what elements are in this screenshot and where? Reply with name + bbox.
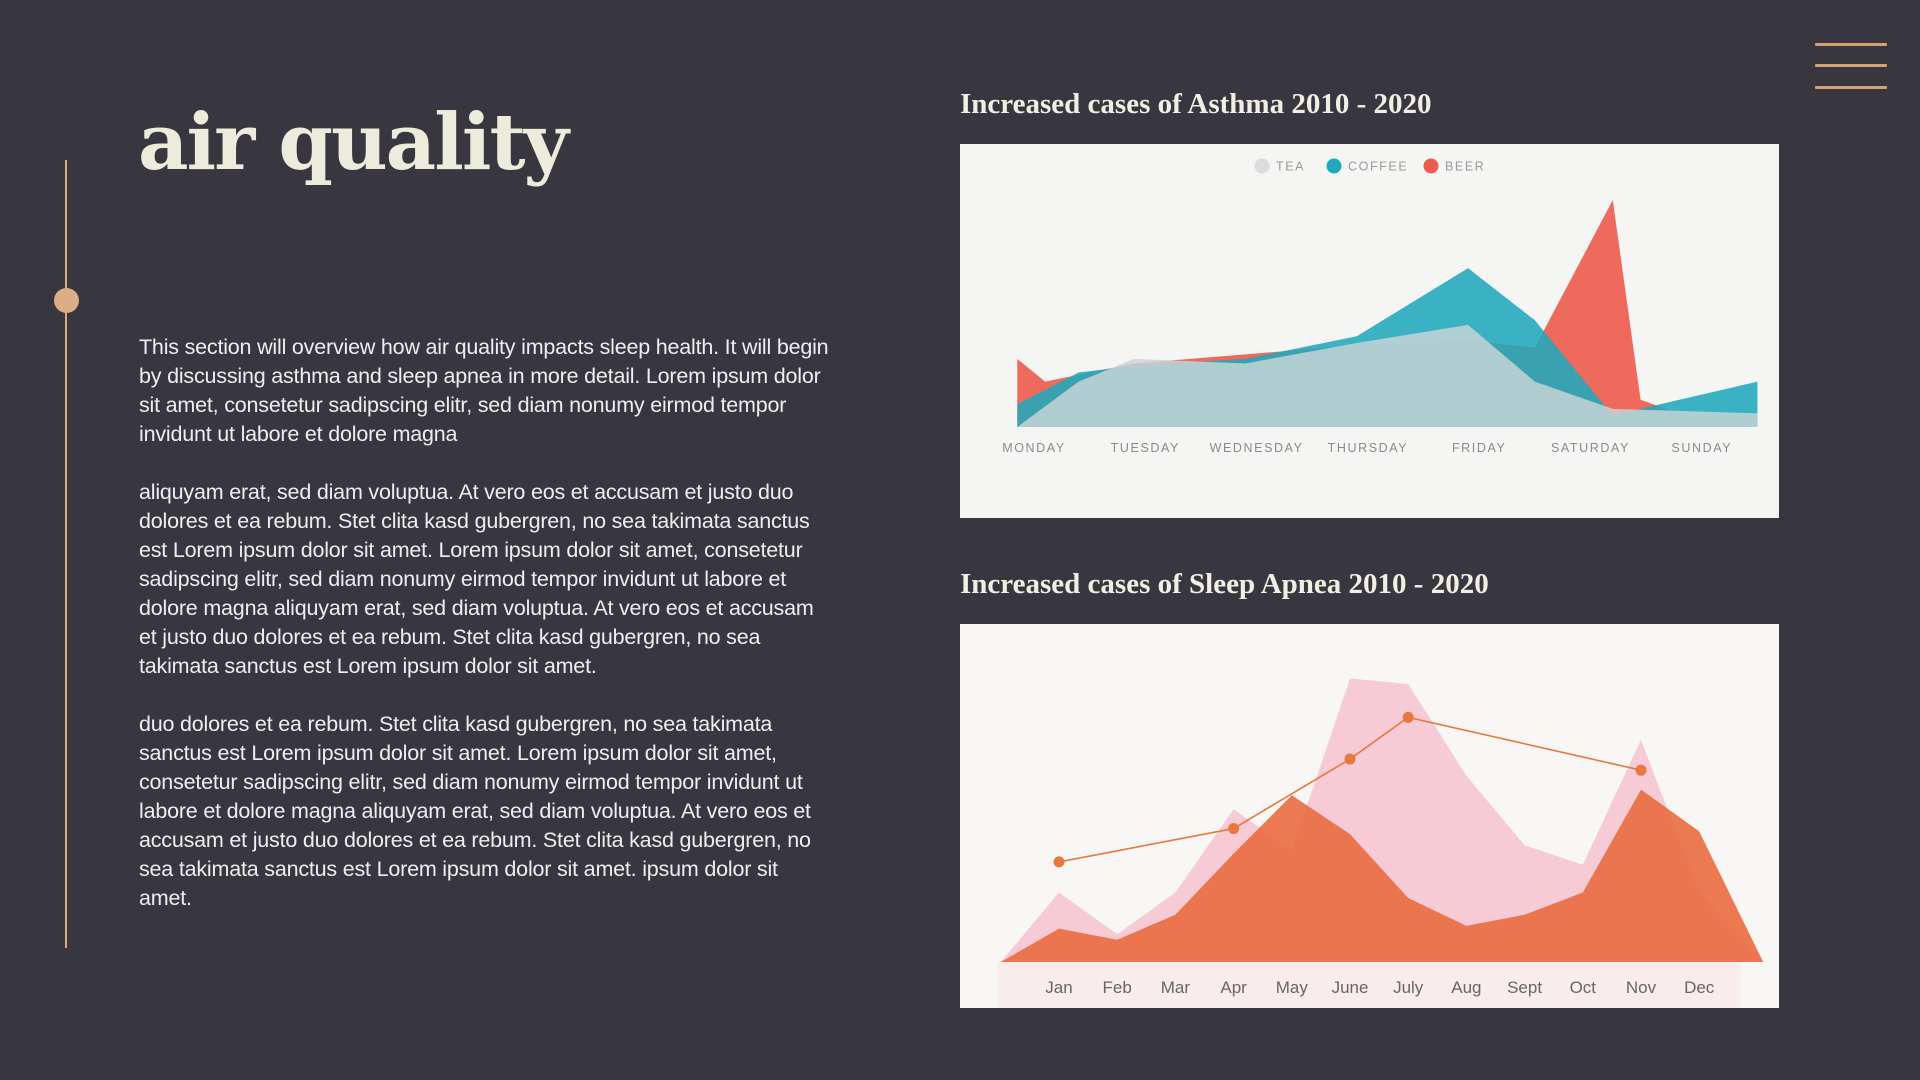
x-axis-band (997, 962, 1741, 1008)
x-tick-label: May (1276, 978, 1309, 997)
legend-label-coffee: COFFEE (1348, 160, 1408, 174)
legend-marker-beer (1423, 158, 1439, 174)
page-title: air quality (138, 97, 569, 188)
legend-marker-coffee (1326, 158, 1342, 174)
x-tick-label: Nov (1626, 978, 1657, 997)
trend-point (1402, 711, 1414, 723)
series-area (1000, 789, 1764, 962)
x-tick-label: SATURDAY (1551, 441, 1630, 455)
paragraph-3: duo dolores et ea rebum. Stet clita kasd… (139, 712, 811, 910)
legend-label-beer: BEER (1445, 160, 1485, 174)
x-tick-label: FRIDAY (1452, 441, 1507, 455)
menu-bar (1815, 64, 1887, 67)
paragraph-1: This section will overview how air quali… (139, 335, 829, 446)
menu-bar (1815, 43, 1887, 46)
asthma-chart-title: Increased cases of Asthma 2010 - 2020 (960, 88, 1432, 120)
sleep-apnea-chart-svg: Jan Feb Mar Apr May June July Aug Sept Oct Nov Dec (997, 678, 1764, 1008)
trend-point (1635, 764, 1647, 776)
x-tick-label: June (1332, 978, 1369, 997)
series-area-tea (1017, 324, 1758, 427)
legend-marker-tea (1254, 158, 1270, 174)
timeline-marker[interactable] (54, 288, 79, 313)
x-tick-label: Apr (1220, 978, 1247, 997)
trend-point (1344, 753, 1356, 765)
sleep-apnea-chart-title: Increased cases of Sleep Apnea 2010 - 20… (960, 568, 1489, 600)
x-tick-label: THURSDAY (1328, 441, 1409, 455)
paragraph-2: aliquyam erat, sed diam voluptua. At ver… (139, 480, 814, 678)
menu-bar (1815, 86, 1887, 89)
x-tick-label: SUNDAY (1671, 441, 1732, 455)
timeline-line (65, 160, 67, 948)
x-tick-label: Oct (1570, 978, 1597, 997)
x-tick-label: Dec (1684, 978, 1715, 997)
x-tick-label: Jan (1045, 978, 1072, 997)
trend-point (1053, 856, 1065, 868)
hamburger-menu-icon[interactable] (1815, 40, 1887, 92)
x-tick-label: July (1393, 978, 1424, 997)
body-text: This section will overview how air quali… (139, 333, 829, 942)
x-tick-label: MONDAY (1002, 441, 1066, 455)
x-tick-label: Feb (1103, 978, 1132, 997)
asthma-chart: MONDAY TUESDAY WEDNESDAY THURSDAY FRIDAY SATU… (960, 144, 1779, 518)
x-tick-label: WEDNESDAY (1210, 441, 1304, 455)
series-area (1000, 678, 1764, 962)
x-tick-label: Mar (1161, 978, 1191, 997)
x-tick-label: Aug (1451, 978, 1481, 997)
x-tick-label: Sept (1507, 978, 1542, 997)
legend-label-tea: TEA (1276, 160, 1305, 174)
x-tick-label: TUESDAY (1111, 441, 1180, 455)
asthma-chart-svg: MONDAY TUESDAY WEDNESDAY THURSDAY FRIDAY SATU… (1002, 158, 1758, 455)
sleep-apnea-chart: Jan Feb Mar Apr May June July Aug Sept Oct Nov Dec (960, 624, 1779, 1008)
trend-point (1228, 823, 1240, 835)
